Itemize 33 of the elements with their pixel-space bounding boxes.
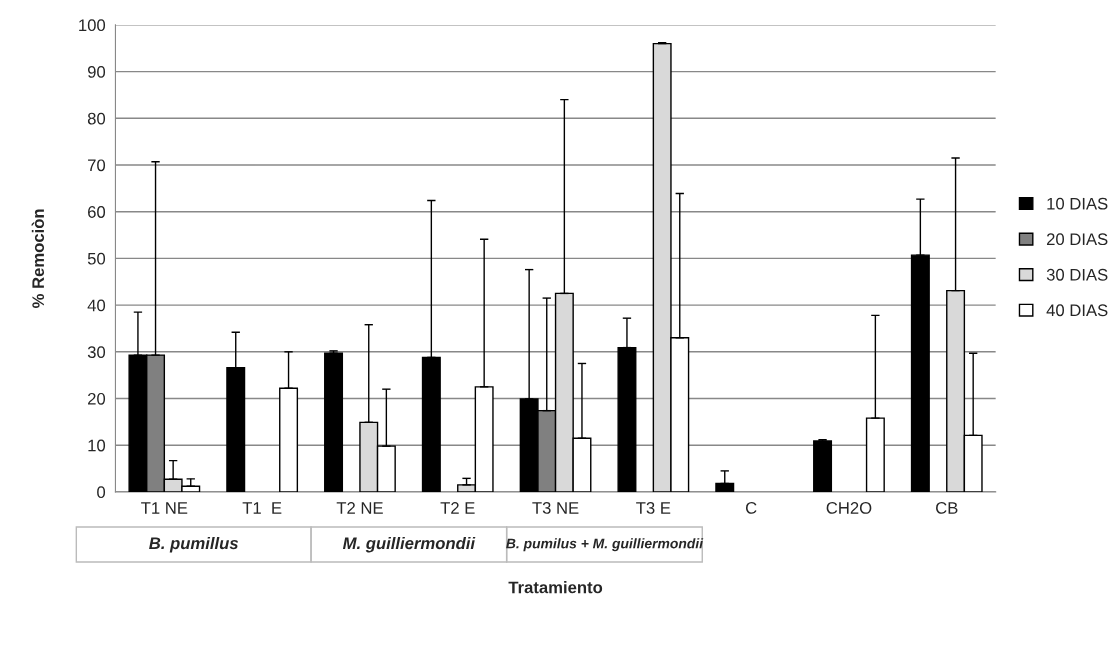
y-tick-label: 30 (87, 346, 106, 358)
x-tick-label: CB (936, 502, 958, 514)
y-tick-label: 100 (79, 19, 106, 32)
y-tick-label: 10 (88, 439, 106, 452)
y-tick-label: 90 (87, 65, 106, 78)
legend-label: 30 DIAS (1046, 268, 1108, 281)
y-tick-label: 60 (88, 206, 106, 218)
y-tick-label: 50 (87, 252, 106, 265)
x-tick-label: T2 E (440, 502, 475, 514)
x-tick-label: T1 NE (141, 502, 188, 514)
x-axis-title: Tratamiento (508, 581, 603, 594)
bar (324, 352, 344, 492)
legend-label: 10 DIAS (1047, 197, 1108, 210)
text: M. guilliermondii (342, 536, 476, 553)
legend-label: 20 DIAS (1046, 233, 1108, 246)
x-tick-label: T3 E (636, 502, 671, 514)
x-tick-label: CH2O (826, 502, 872, 514)
y-tick-label: 20 (88, 392, 106, 405)
x-tick-label: T2 NE (336, 502, 383, 514)
bar (813, 440, 833, 492)
bar (910, 254, 930, 492)
legend-label: 40 DIAS (1046, 304, 1108, 317)
y-tick-label: 70 (88, 159, 106, 172)
y-tick-label: 0 (97, 486, 106, 499)
bar (865, 417, 885, 492)
text: B. pumilus + M. guilliermondii (506, 538, 704, 552)
y-tick-label: 40 (87, 299, 106, 312)
text: B. pumillus (149, 536, 239, 553)
x-tick-label: C (745, 502, 757, 514)
y-tick-label: 80 (87, 112, 106, 125)
x-tick-label: T3 NE (532, 502, 579, 514)
y-axis-title: % Remociòn (31, 209, 45, 308)
x-tick-label: T1 E (242, 502, 282, 514)
